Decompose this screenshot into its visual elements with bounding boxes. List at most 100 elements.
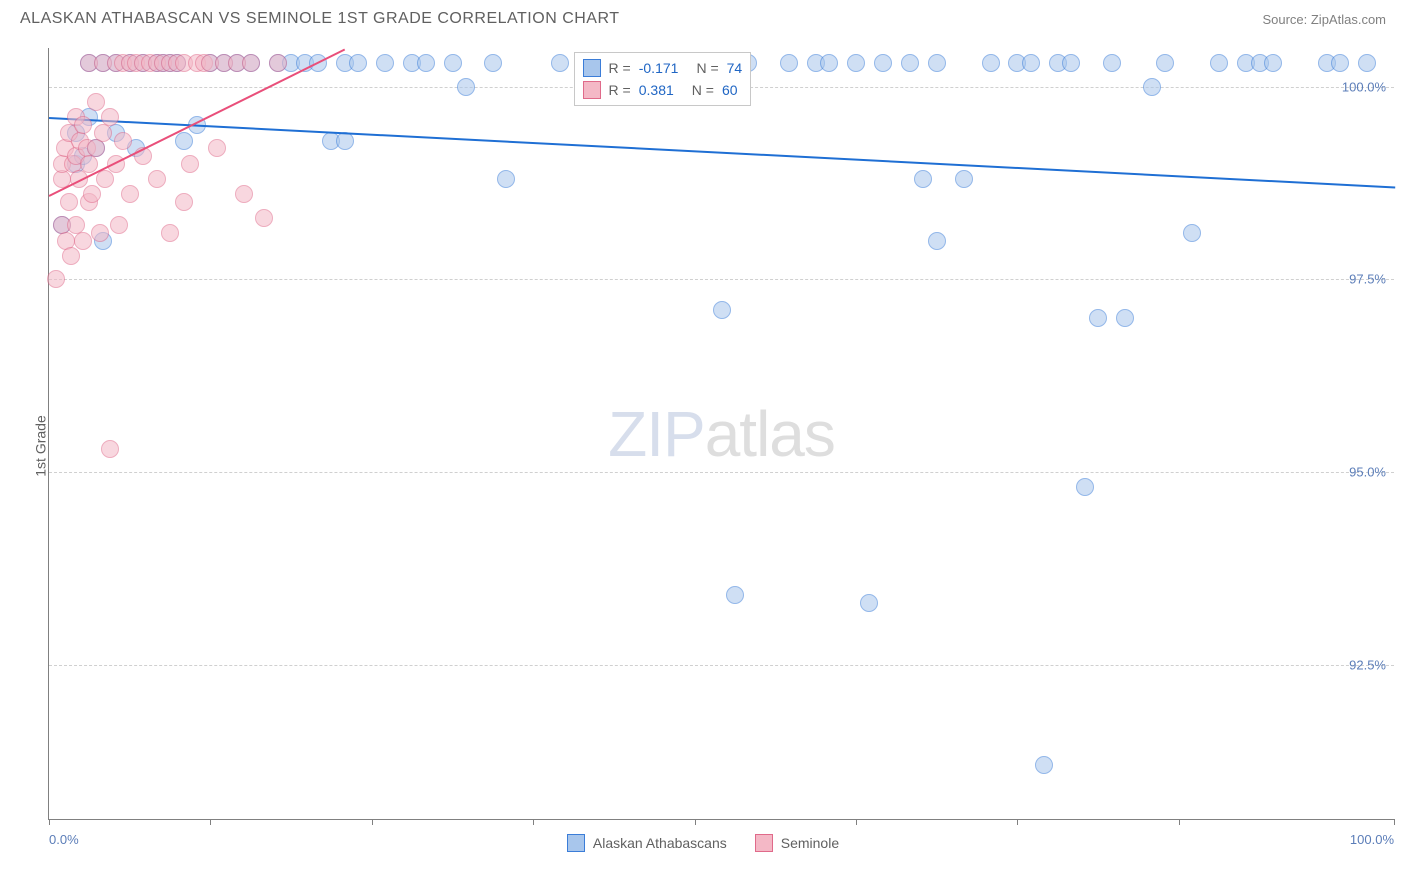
scatter-point xyxy=(269,54,287,72)
scatter-point xyxy=(457,78,475,96)
stats-n-value: 60 xyxy=(722,82,738,98)
scatter-point xyxy=(101,440,119,458)
chart-source: Source: ZipAtlas.com xyxy=(1262,12,1386,27)
gridline-h xyxy=(49,279,1394,280)
scatter-point xyxy=(242,54,260,72)
scatter-point xyxy=(96,170,114,188)
scatter-point xyxy=(80,155,98,173)
y-tick-label: 95.0% xyxy=(1349,465,1386,480)
scatter-point xyxy=(1035,756,1053,774)
scatter-point xyxy=(181,155,199,173)
scatter-point xyxy=(901,54,919,72)
scatter-point xyxy=(955,170,973,188)
x-tick xyxy=(1394,819,1395,825)
stats-n-label: N = xyxy=(692,82,714,98)
scatter-point xyxy=(1022,54,1040,72)
watermark-atlas: atlas xyxy=(705,398,835,470)
scatter-point xyxy=(376,54,394,72)
scatter-point xyxy=(175,193,193,211)
x-tick xyxy=(49,819,50,825)
stats-swatch xyxy=(583,81,601,99)
stats-swatch xyxy=(583,59,601,77)
legend-item: Alaskan Athabascans xyxy=(567,834,727,852)
stats-n-label: N = xyxy=(696,60,718,76)
scatter-point xyxy=(47,270,65,288)
regression-line xyxy=(49,117,1395,188)
x-tick xyxy=(856,819,857,825)
scatter-point xyxy=(982,54,1000,72)
scatter-point xyxy=(874,54,892,72)
scatter-point xyxy=(713,301,731,319)
watermark-zip: ZIP xyxy=(608,398,705,470)
scatter-point xyxy=(1358,54,1376,72)
chart-header: ALASKAN ATHABASCAN VS SEMINOLE 1ST GRADE… xyxy=(0,0,1406,36)
scatter-point xyxy=(349,54,367,72)
scatter-point xyxy=(62,247,80,265)
scatter-point xyxy=(74,232,92,250)
chart-plot-area: ZIPatlas 92.5%95.0%97.5%100.0%0.0%100.0%… xyxy=(48,48,1394,820)
scatter-point xyxy=(928,232,946,250)
y-axis-label: 1st Grade xyxy=(33,415,49,476)
legend-label: Seminole xyxy=(781,835,839,851)
stats-r-label: R = xyxy=(609,60,631,76)
scatter-point xyxy=(497,170,515,188)
scatter-point xyxy=(161,224,179,242)
scatter-point xyxy=(860,594,878,612)
scatter-point xyxy=(1143,78,1161,96)
scatter-point xyxy=(1331,54,1349,72)
scatter-point xyxy=(110,216,128,234)
y-tick-label: 97.5% xyxy=(1349,272,1386,287)
x-tick xyxy=(1179,819,1180,825)
stats-r-value: -0.171 xyxy=(639,60,679,76)
scatter-point xyxy=(87,139,105,157)
scatter-point xyxy=(91,224,109,242)
scatter-point xyxy=(148,170,166,188)
scatter-point xyxy=(1062,54,1080,72)
scatter-point xyxy=(175,132,193,150)
scatter-point xyxy=(1076,478,1094,496)
scatter-point xyxy=(83,185,101,203)
stats-row: R = -0.171 N = 74 xyxy=(583,57,743,79)
x-tick xyxy=(210,819,211,825)
scatter-point xyxy=(60,193,78,211)
stats-box: R =-0.171N =74R =0.381N =60 xyxy=(574,52,752,106)
scatter-point xyxy=(914,170,932,188)
scatter-point xyxy=(726,586,744,604)
x-tick xyxy=(372,819,373,825)
stats-n-value: 74 xyxy=(727,60,743,76)
x-tick xyxy=(533,819,534,825)
scatter-point xyxy=(1210,54,1228,72)
gridline-h xyxy=(49,472,1394,473)
scatter-point xyxy=(1264,54,1282,72)
legend-label: Alaskan Athabascans xyxy=(593,835,727,851)
scatter-point xyxy=(101,108,119,126)
y-tick-label: 92.5% xyxy=(1349,657,1386,672)
scatter-point xyxy=(444,54,462,72)
scatter-point xyxy=(235,185,253,203)
scatter-point xyxy=(1103,54,1121,72)
stats-r-value: 0.381 xyxy=(639,82,674,98)
chart-title: ALASKAN ATHABASCAN VS SEMINOLE 1ST GRADE… xyxy=(20,10,620,28)
scatter-point xyxy=(255,209,273,227)
scatter-point xyxy=(847,54,865,72)
scatter-point xyxy=(820,54,838,72)
y-tick-label: 100.0% xyxy=(1342,79,1386,94)
scatter-point xyxy=(114,132,132,150)
stats-row: R = 0.381 N = 60 xyxy=(583,79,743,101)
watermark: ZIPatlas xyxy=(608,397,835,471)
gridline-h xyxy=(49,665,1394,666)
scatter-point xyxy=(1116,309,1134,327)
scatter-point xyxy=(928,54,946,72)
scatter-point xyxy=(208,139,226,157)
scatter-point xyxy=(417,54,435,72)
stats-r-label: R = xyxy=(609,82,631,98)
chart-legend: Alaskan Athabascans Seminole xyxy=(0,834,1406,852)
legend-item: Seminole xyxy=(755,834,839,852)
scatter-point xyxy=(121,185,139,203)
legend-swatch xyxy=(755,834,773,852)
scatter-point xyxy=(1089,309,1107,327)
scatter-point xyxy=(94,124,112,142)
legend-swatch xyxy=(567,834,585,852)
scatter-point xyxy=(1156,54,1174,72)
scatter-point xyxy=(551,54,569,72)
